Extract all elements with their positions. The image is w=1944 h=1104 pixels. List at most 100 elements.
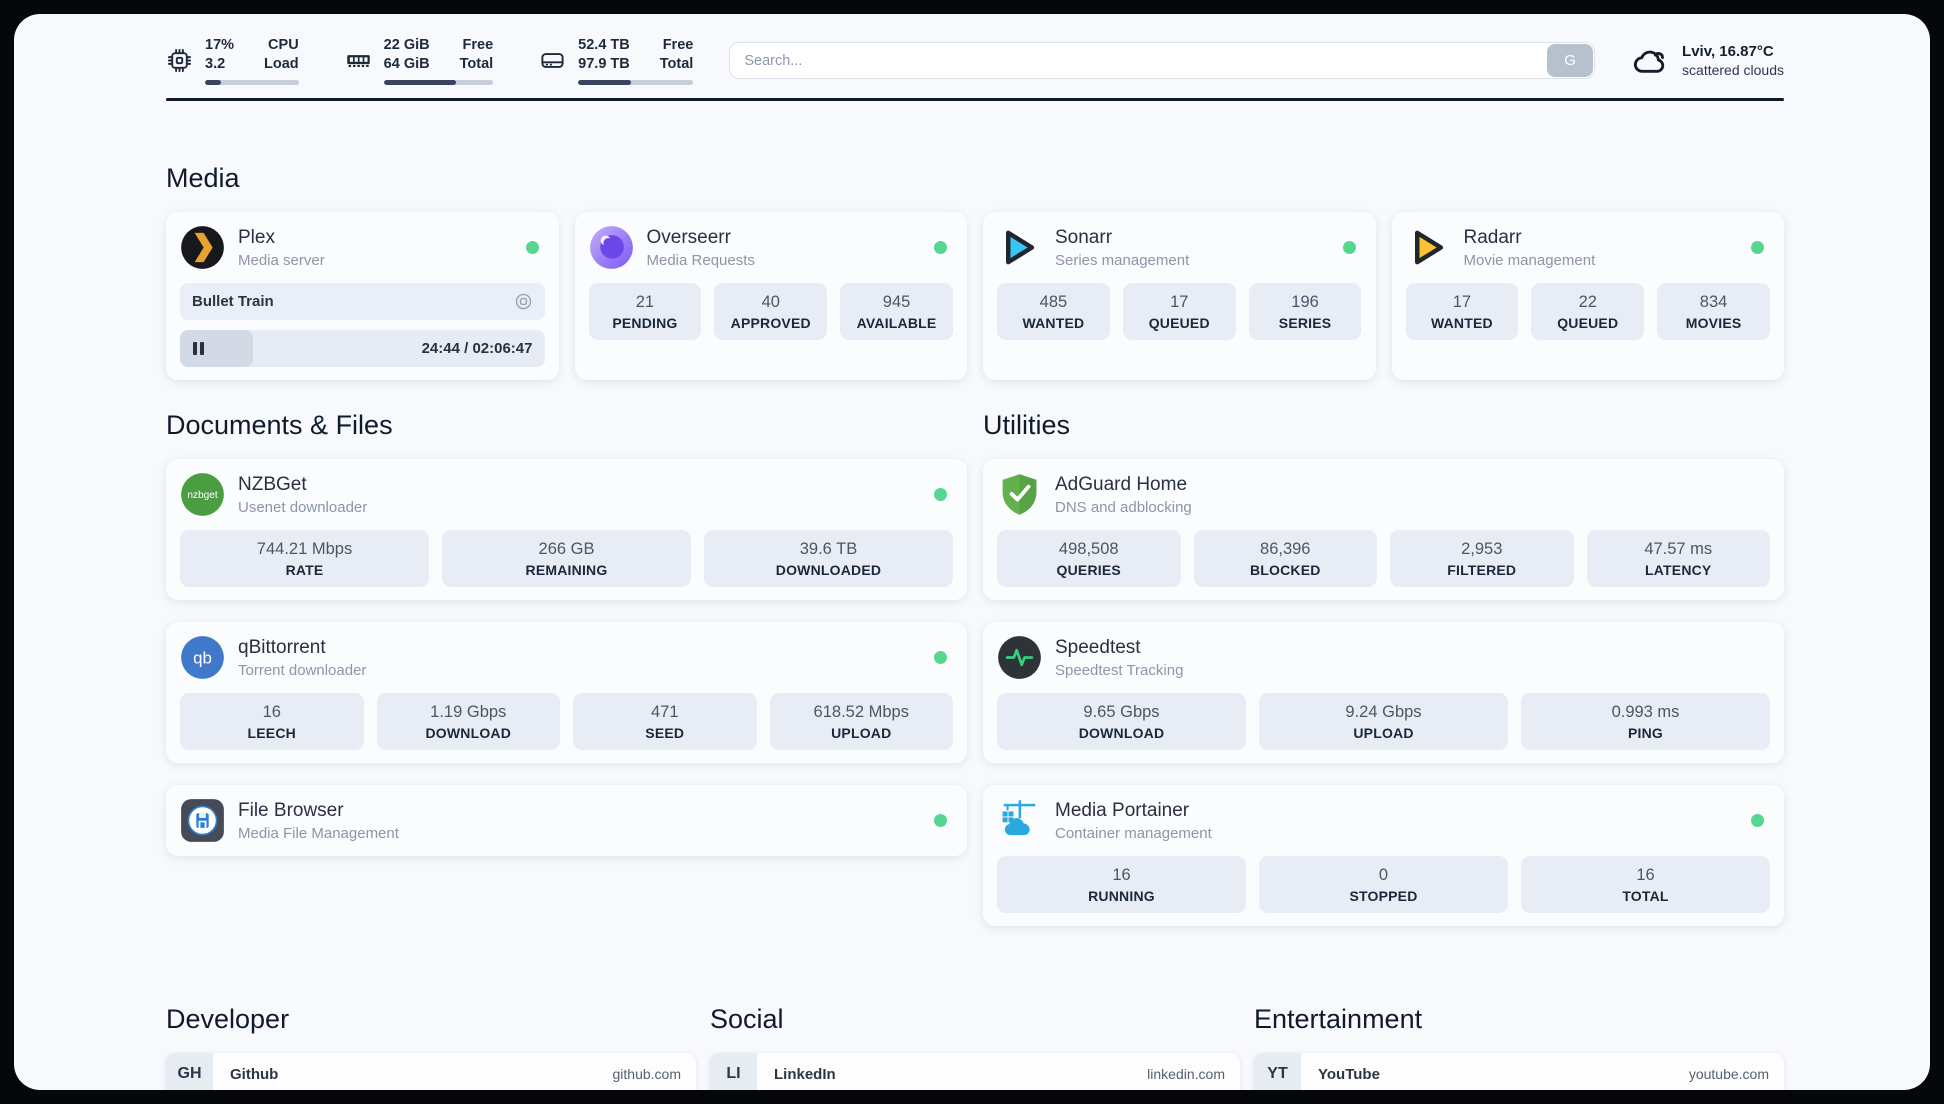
section-title-entertainment: Entertainment xyxy=(1254,1004,1423,1035)
stat-movies: 834 MOVIES xyxy=(1657,283,1770,341)
bookmark-abbr: GH xyxy=(166,1053,213,1090)
cpu-label: CPU xyxy=(268,37,299,53)
nzbget-icon: nzbget xyxy=(180,472,225,517)
top-bar: 17% CPU 3.2 Load xyxy=(166,36,1784,86)
bookmark-linkedin[interactable]: LI LinkedIn linkedin.com xyxy=(710,1053,1240,1090)
plex-icon xyxy=(180,225,225,270)
cpu-icon xyxy=(166,47,193,74)
app-card-nzbget[interactable]: nzbget NZBGet Usenet downloader 744.21 M… xyxy=(166,459,967,601)
stat-queries: 498,508 QUERIES xyxy=(997,530,1181,588)
weather-widget[interactable]: Lviv, 16.87°C scattered clouds xyxy=(1631,42,1784,80)
weather-location-temp: Lviv, 16.87°C xyxy=(1682,43,1774,61)
stat-running: 16 RUNNING xyxy=(997,856,1246,914)
pause-icon[interactable] xyxy=(193,342,204,356)
app-subtitle: DNS and adblocking xyxy=(1055,498,1192,516)
bookmark-name: YouTube xyxy=(1318,1065,1380,1083)
bookmark-abbr: LI xyxy=(710,1053,757,1090)
search-bar: G xyxy=(729,42,1596,80)
app-card-qbittorrent[interactable]: qb qBittorrent Torrent downloader 16 LEEC… xyxy=(166,622,967,764)
stat-blocked: 86,396 BLOCKED xyxy=(1193,530,1377,588)
stat-queued: 17 QUEUED xyxy=(1122,283,1236,341)
ram-icon xyxy=(345,47,372,74)
svg-text:qb: qb xyxy=(193,649,212,668)
disk-total-value: 97.9 TB xyxy=(578,56,630,73)
stat-upload: 618.52 Mbps UPLOAD xyxy=(769,693,953,751)
app-title: AdGuard Home xyxy=(1055,473,1188,495)
now-playing-title: Bullet Train xyxy=(192,293,274,311)
stat-leech: 16 LEECH xyxy=(180,693,364,751)
status-dot xyxy=(934,814,947,828)
status-dot xyxy=(934,488,947,502)
stat-approved: 40 APPROVED xyxy=(714,283,828,341)
session-icon xyxy=(514,292,533,311)
status-dot xyxy=(1751,241,1764,255)
app-subtitle: Torrent downloader xyxy=(238,661,367,679)
cpu-usage-value: 17% xyxy=(205,37,235,53)
bookmark-youtube[interactable]: YT YouTube youtube.com xyxy=(1254,1053,1784,1090)
app-card-plex[interactable]: Plex Media server Bullet Train 24:44 / 0… xyxy=(166,212,559,381)
stat-available: 945 AVAILABLE xyxy=(840,283,953,341)
cpu-load-value: 3.2 xyxy=(205,56,226,73)
svg-text:nzbget: nzbget xyxy=(187,490,218,501)
bookmark-name: LinkedIn xyxy=(774,1065,836,1083)
search-engine-button[interactable]: G xyxy=(1547,44,1594,78)
system-stats: 17% CPU 3.2 Load xyxy=(166,36,694,86)
ram-total-value: 64 GiB xyxy=(383,56,430,73)
cpu-progress-bar xyxy=(205,80,299,86)
disk-free-label: Free xyxy=(662,37,694,53)
stat-downloaded: 39.6 TB DOWNLOADED xyxy=(704,530,953,588)
search-input[interactable] xyxy=(729,42,1596,80)
ram-progress-bar xyxy=(383,80,494,86)
bookmark-url: linkedin.com xyxy=(1147,1066,1225,1083)
stat-ping: 0.993 ms PING xyxy=(1521,693,1770,751)
cpu-stat: 17% CPU 3.2 Load xyxy=(166,36,299,86)
app-title: File Browser xyxy=(238,799,344,821)
stat-filtered: 2,953 FILTERED xyxy=(1390,530,1574,588)
app-title: Plex xyxy=(238,226,275,248)
stat-download: 1.19 Gbps DOWNLOAD xyxy=(376,693,560,751)
app-card-overseerr[interactable]: Overseerr Media Requests 21 PENDING 40 APP… xyxy=(574,212,967,381)
app-card-sonarr[interactable]: Sonarr Series management 485 WANTED 17 QUE… xyxy=(983,212,1376,381)
playback-progress-bar[interactable]: 24:44 / 02:06:47 xyxy=(180,330,545,368)
app-card-portainer[interactable]: Media Portainer Container management 16 R… xyxy=(983,785,1784,927)
stat-latency: 47.57 ms LATENCY xyxy=(1586,530,1770,588)
stat-pending: 21 PENDING xyxy=(588,283,702,341)
adguard-icon xyxy=(997,472,1042,517)
ram-total-label: Total xyxy=(459,56,494,73)
app-card-speedtest[interactable]: Speedtest Speedtest Tracking 9.65 Gbps DO… xyxy=(983,622,1784,764)
playback-progress-fill xyxy=(180,330,253,368)
stat-seed: 471 SEED xyxy=(573,693,757,751)
radarr-icon xyxy=(1406,225,1451,270)
header-divider xyxy=(166,98,1784,102)
stat-remaining: 266 GB REMAINING xyxy=(442,530,691,588)
app-subtitle: Series management xyxy=(1055,251,1190,269)
bookmark-github[interactable]: GH Github github.com xyxy=(166,1053,696,1090)
status-dot xyxy=(1342,241,1356,255)
app-title: Speedtest xyxy=(1055,636,1141,658)
overseerr-icon xyxy=(589,225,634,270)
stat-upload: 9.24 Gbps UPLOAD xyxy=(1259,693,1508,751)
disk-stat: 52.4 TB Free 97.9 TB Total xyxy=(539,36,694,86)
stat-queued: 22 QUEUED xyxy=(1531,283,1645,341)
playback-time: 24:44 / 02:06:47 xyxy=(421,340,533,358)
bookmark-url: github.com xyxy=(612,1066,681,1083)
app-card-filebrowser[interactable]: File Browser Media File Management xyxy=(166,785,967,857)
filebrowser-icon xyxy=(180,798,225,843)
ram-free-label: Free xyxy=(462,37,494,53)
app-title: Sonarr xyxy=(1055,226,1113,248)
memory-stat: 22 GiB Free 64 GiB Total xyxy=(345,36,494,86)
app-title: Media Portainer xyxy=(1055,799,1190,821)
bookmark-abbr: YT xyxy=(1254,1053,1301,1090)
app-card-radarr[interactable]: Radarr Movie management 17 WANTED 22 QUEUE… xyxy=(1391,212,1784,381)
stat-series: 196 SERIES xyxy=(1248,283,1362,341)
app-title: NZBGet xyxy=(238,473,307,495)
app-subtitle: Media server xyxy=(238,251,325,269)
now-playing-row[interactable]: Bullet Train xyxy=(180,283,545,321)
bookmark-name: Github xyxy=(230,1065,279,1083)
disk-icon xyxy=(539,47,566,74)
stat-stopped: 0 STOPPED xyxy=(1259,856,1508,914)
cloud-icon xyxy=(1631,42,1669,80)
bookmark-url: youtube.com xyxy=(1688,1066,1769,1083)
status-dot xyxy=(934,241,947,255)
app-card-adguard[interactable]: AdGuard Home DNS and adblocking 498,508 Q… xyxy=(983,459,1784,601)
